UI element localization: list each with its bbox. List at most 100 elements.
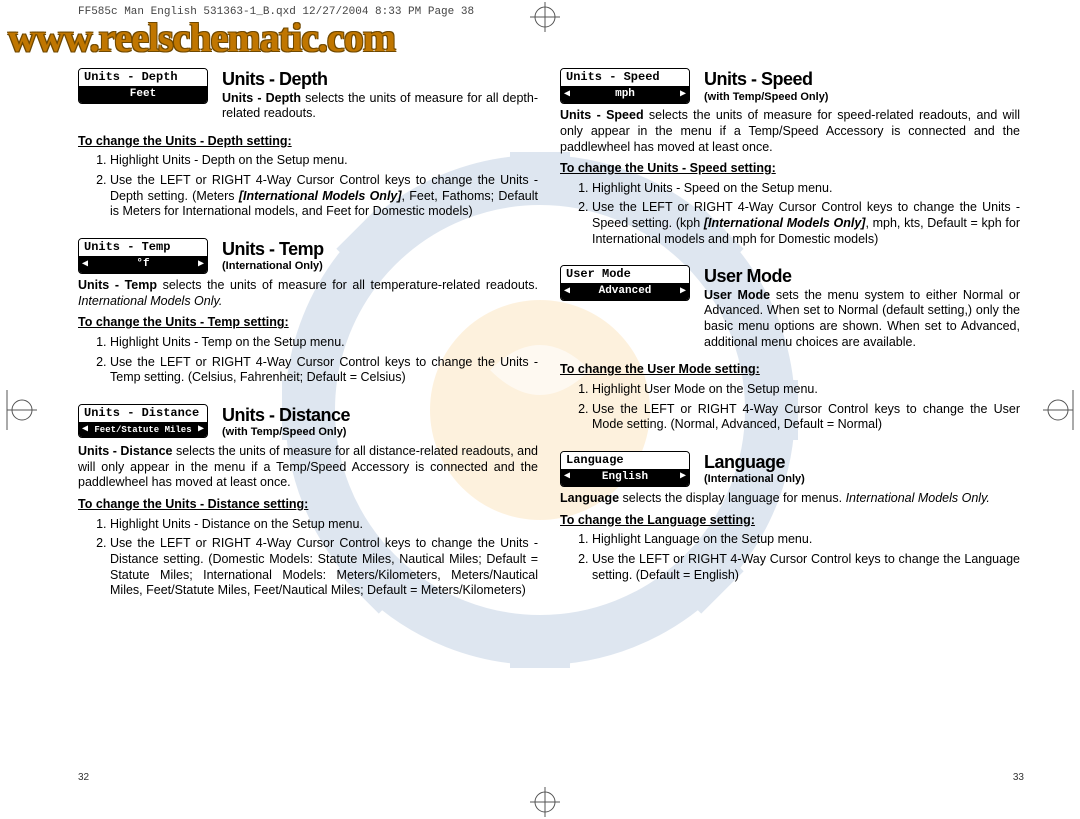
section-title: Units - Speed [704, 68, 828, 91]
steps-list: Highlight User Mode on the Setup menu. Us… [592, 382, 1020, 433]
section-intro: Language selects the display language fo… [560, 491, 1020, 507]
menu-value: English [602, 471, 648, 485]
page-left: Units - Depth Feet Units - DepthUnits - … [78, 68, 538, 617]
section-left-1: Units - Temp ◀ °f ▶ Units - Temp(Interna… [78, 238, 538, 386]
menu-widget: Units - Speed ◀ mph ▶ [560, 68, 690, 104]
section-right-2: Language ◀ English ▶ Language(Internatio… [560, 451, 1020, 583]
menu-widget-title: Units - Depth [79, 69, 207, 87]
step-item: Highlight Units - Distance on the Setup … [110, 517, 538, 533]
steps-list: Highlight Units - Temp on the Setup menu… [110, 335, 538, 386]
section-left-2: Units - Distance ◀ Feet/Statute Miles ▶ … [78, 404, 538, 599]
section-subtitle: (with Temp/Speed Only) [704, 91, 828, 105]
page-number-right: 33 [1013, 772, 1024, 783]
menu-widget-title: Language [561, 452, 689, 470]
menu-widget-title: Units - Speed [561, 69, 689, 87]
menu-widget-value-row: ◀ Feet/Statute Miles ▶ [79, 423, 207, 438]
crosshair-bottom [530, 787, 560, 817]
section-title: Units - Temp [222, 238, 324, 261]
menu-widget-title: Units - Temp [79, 239, 207, 257]
section-title: Units - Depth [222, 68, 538, 91]
section-header: Units - Distance ◀ Feet/Statute Miles ▶ … [78, 404, 538, 440]
section-intro: Units - Distance selects the units of me… [78, 444, 538, 491]
change-heading: To change the Units - Speed setting: [560, 161, 1020, 177]
change-heading: To change the Language setting: [560, 513, 1020, 529]
page-right: Units - Speed ◀ mph ▶ Units - Speed(with… [560, 68, 1020, 601]
change-heading: To change the User Mode setting: [560, 362, 1020, 378]
menu-widget-value-row: ◀ Advanced ▶ [561, 284, 689, 300]
section-title-wrap: Units - Distance(with Temp/Speed Only) [222, 404, 350, 440]
menu-widget-title: User Mode [561, 266, 689, 284]
steps-list: Highlight Units - Distance on the Setup … [110, 517, 538, 599]
steps-list: Highlight Units - Depth on the Setup men… [110, 153, 538, 220]
section-header: Units - Temp ◀ °f ▶ Units - Temp(Interna… [78, 238, 538, 274]
step-item: Highlight Language on the Setup menu. [592, 532, 1020, 548]
section-title-wrap: User ModeUser Mode sets the menu system … [704, 265, 1020, 356]
section-intro: Units - Speed selects the units of measu… [560, 108, 1020, 155]
section-title: Language [704, 451, 805, 474]
section-intro: Units - Depth selects the units of measu… [222, 91, 538, 122]
right-arrow-icon: ▶ [680, 89, 686, 102]
section-title-wrap: Units - Temp(International Only) [222, 238, 324, 274]
menu-widget-value-row: ◀ English ▶ [561, 470, 689, 486]
menu-value: mph [615, 88, 635, 102]
step-item: Highlight Units - Speed on the Setup men… [592, 181, 1020, 197]
section-header: User Mode ◀ Advanced ▶ User ModeUser Mod… [560, 265, 1020, 356]
menu-value: Feet [130, 88, 156, 102]
menu-widget: Language ◀ English ▶ [560, 451, 690, 487]
crop-mark-right [1038, 380, 1078, 440]
crop-mark-left [2, 380, 42, 440]
step-item: Highlight Units - Depth on the Setup men… [110, 153, 538, 169]
section-header: Language ◀ English ▶ Language(Internatio… [560, 451, 1020, 487]
right-arrow-icon: ▶ [680, 286, 686, 299]
step-item: Use the LEFT or RIGHT 4-Way Cursor Contr… [110, 355, 538, 386]
section-subtitle: (International Only) [222, 260, 324, 274]
step-item: Use the LEFT or RIGHT 4-Way Cursor Contr… [110, 173, 538, 220]
section-title: Units - Distance [222, 404, 350, 427]
section-right-0: Units - Speed ◀ mph ▶ Units - Speed(with… [560, 68, 1020, 247]
section-header: Units - Speed ◀ mph ▶ Units - Speed(with… [560, 68, 1020, 104]
menu-value: Feet/Statute Miles [94, 425, 191, 436]
menu-widget: User Mode ◀ Advanced ▶ [560, 265, 690, 301]
section-subtitle: (International Only) [704, 473, 805, 487]
section-title-wrap: Units - DepthUnits - Depth selects the u… [222, 68, 538, 128]
step-item: Highlight Units - Temp on the Setup menu… [110, 335, 538, 351]
section-header: Units - Depth Feet Units - DepthUnits - … [78, 68, 538, 128]
step-item: Use the LEFT or RIGHT 4-Way Cursor Contr… [110, 536, 538, 599]
step-item: Use the LEFT or RIGHT 4-Way Cursor Contr… [592, 552, 1020, 583]
section-subtitle: (with Temp/Speed Only) [222, 426, 350, 440]
step-item: Use the LEFT or RIGHT 4-Way Cursor Contr… [592, 402, 1020, 433]
section-right-1: User Mode ◀ Advanced ▶ User ModeUser Mod… [560, 265, 1020, 433]
menu-widget-value-row: ◀ °f ▶ [79, 257, 207, 273]
section-title-wrap: Language(International Only) [704, 451, 805, 487]
steps-list: Highlight Units - Speed on the Setup men… [592, 181, 1020, 248]
menu-value: Advanced [599, 285, 652, 299]
left-arrow-icon: ◀ [82, 424, 88, 437]
steps-list: Highlight Language on the Setup menu. Use… [592, 532, 1020, 583]
left-arrow-icon: ◀ [564, 89, 570, 102]
change-heading: To change the Units - Distance setting: [78, 497, 538, 513]
left-arrow-icon: ◀ [564, 471, 570, 484]
section-title-wrap: Units - Speed(with Temp/Speed Only) [704, 68, 828, 104]
menu-widget-value-row: Feet [79, 87, 207, 103]
menu-widget-value-row: ◀ mph ▶ [561, 87, 689, 103]
left-arrow-icon: ◀ [82, 259, 88, 272]
watermark-url: www.reelschematic.com [0, 14, 1080, 61]
section-title: User Mode [704, 265, 1020, 288]
change-heading: To change the Units - Depth setting: [78, 134, 538, 150]
menu-widget-title: Units - Distance [79, 405, 207, 423]
left-arrow-icon: ◀ [564, 286, 570, 299]
menu-widget: Units - Temp ◀ °f ▶ [78, 238, 208, 274]
change-heading: To change the Units - Temp setting: [78, 315, 538, 331]
right-arrow-icon: ▶ [198, 424, 204, 437]
step-item: Highlight User Mode on the Setup menu. [592, 382, 1020, 398]
section-intro: User Mode sets the menu system to either… [704, 288, 1020, 351]
menu-value: °f [136, 258, 149, 272]
right-arrow-icon: ▶ [680, 471, 686, 484]
page-number-left: 32 [78, 772, 89, 783]
right-arrow-icon: ▶ [198, 259, 204, 272]
step-item: Use the LEFT or RIGHT 4-Way Cursor Contr… [592, 200, 1020, 247]
section-left-0: Units - Depth Feet Units - DepthUnits - … [78, 68, 538, 220]
section-intro: Units - Temp selects the units of measur… [78, 278, 538, 309]
menu-widget: Units - Distance ◀ Feet/Statute Miles ▶ [78, 404, 208, 439]
menu-widget: Units - Depth Feet [78, 68, 208, 104]
